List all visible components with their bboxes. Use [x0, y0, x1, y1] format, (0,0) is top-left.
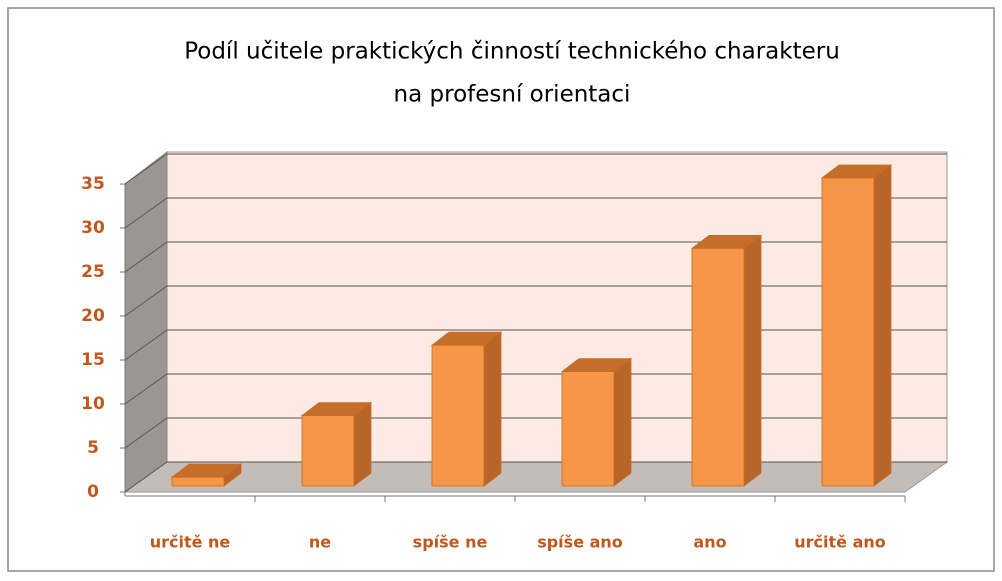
bar-front [561, 371, 615, 487]
grid-line [124, 417, 168, 449]
y-tick-label: 35 [81, 174, 105, 194]
grid-line [124, 241, 168, 273]
grid-line [124, 461, 168, 493]
bar [170, 463, 243, 487]
y-tick-label: 30 [81, 218, 105, 238]
y-tick-label: 25 [81, 262, 105, 282]
y-tick-label: 5 [87, 438, 99, 458]
bar-front [821, 177, 875, 487]
x-tick-label: spíše ano [537, 533, 623, 552]
grid-line [124, 373, 168, 405]
x-tick-label: určitě ano [794, 533, 886, 552]
chart-title: na profesní orientaci [394, 82, 631, 108]
bar-front [431, 344, 485, 487]
bar-side [743, 234, 762, 487]
x-tick-label: ne [309, 533, 331, 552]
y-tick-label: 15 [81, 350, 105, 370]
bar [560, 357, 633, 487]
bar-front [301, 415, 355, 487]
chart-title: Podíl učitele praktických činností techn… [184, 39, 840, 65]
bar-side [353, 401, 372, 487]
grid-line [124, 197, 168, 229]
bar-side [613, 357, 632, 487]
y-tick-label: 0 [87, 482, 99, 502]
bar [690, 234, 763, 487]
grid-line [124, 329, 168, 361]
x-tick-label: určitě ne [150, 533, 231, 552]
bar-front [691, 247, 745, 487]
y-tick-label: 10 [81, 394, 105, 414]
bar-side [483, 331, 502, 487]
grid-line [124, 153, 168, 185]
x-tick-label: spíše ne [413, 533, 488, 552]
bar [430, 331, 503, 487]
x-tick-label: ano [693, 533, 726, 552]
grid-line [124, 285, 168, 317]
bar [820, 164, 893, 487]
y-tick-label: 20 [81, 306, 105, 326]
bar [300, 401, 373, 487]
bar-side [873, 164, 892, 487]
bar-front [171, 476, 225, 487]
